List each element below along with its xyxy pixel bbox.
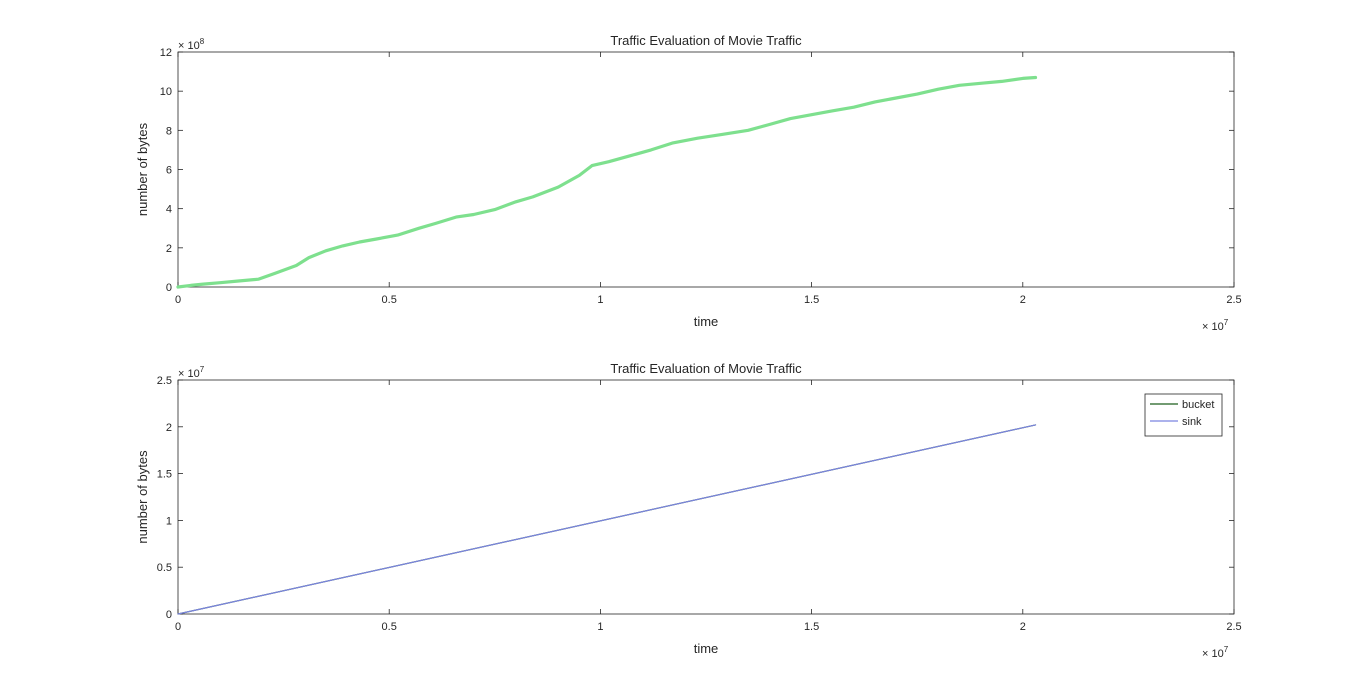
x-tick-label: 1.5 <box>804 621 819 633</box>
y-exponent-label: × 107 <box>178 365 205 380</box>
y-tick-label: 1.5 <box>157 469 172 481</box>
x-exponent-base: × 10 <box>1202 321 1224 333</box>
y-exponent-base: × 10 <box>178 40 200 52</box>
series-line-1 <box>176 75 1038 289</box>
y-exponent-power: 7 <box>200 365 205 374</box>
y-exponent-base: × 10 <box>178 368 200 380</box>
x-axis-label: time <box>694 314 719 329</box>
chart-2: 0 0.5 1 1.5 2 2.5 0 0.5 1 1.5 2 2.5 Traffic Evaluati… <box>135 361 1242 660</box>
y-tick-label: 2 <box>166 422 172 434</box>
y-tick-label: 2.5 <box>157 375 172 387</box>
y-tick-label: 1 <box>166 515 172 527</box>
y-axis-label: number of bytes <box>135 122 150 216</box>
y-tick-label: 0.5 <box>157 562 172 574</box>
x-tick-label: 2 <box>1020 621 1026 633</box>
x-tick-label: 2.5 <box>1226 621 1241 633</box>
y-tick-label: 2 <box>166 243 172 255</box>
legend-label-bucket: bucket <box>1182 399 1214 411</box>
x-tick-label: 2.5 <box>1226 294 1241 306</box>
x-tick-label: 2 <box>1020 294 1026 306</box>
x-tick-label: 0.5 <box>382 621 397 633</box>
x-exponent-power: 7 <box>1224 318 1229 327</box>
x-tick-label: 0 <box>175 621 181 633</box>
x-exponent-label: × 107 <box>1202 318 1229 333</box>
x-tick-label: 0 <box>175 294 181 306</box>
plot-area-frame <box>177 51 1235 288</box>
y-tick-label: 8 <box>166 125 172 137</box>
x-exponent-base: × 10 <box>1202 648 1224 660</box>
y-exponent-label: × 108 <box>178 37 205 52</box>
y-exponent-power: 8 <box>200 37 205 46</box>
x-tick-label: 0.5 <box>382 294 397 306</box>
chart-title: Traffic Evaluation of Movie Traffic <box>610 361 802 376</box>
x-axis-label: time <box>694 641 719 656</box>
chart-1: 0 0.5 1 1.5 2 2.5 0 2 4 6 8 10 12 Traffic Evaluation … <box>135 33 1242 333</box>
legend-label-sink: sink <box>1182 416 1202 428</box>
y-tick-label: 6 <box>166 165 172 177</box>
y-tick-label: 0 <box>166 609 172 621</box>
x-exponent-power: 7 <box>1224 645 1229 654</box>
chart-title: Traffic Evaluation of Movie Traffic <box>610 33 802 48</box>
y-tick-label: 12 <box>160 47 172 59</box>
series-line-sink <box>177 424 1037 615</box>
x-tick-label: 1.5 <box>804 294 819 306</box>
x-exponent-label: × 107 <box>1202 645 1229 660</box>
x-tick-label: 1 <box>597 294 603 306</box>
x-tick-label: 1 <box>597 621 603 633</box>
legend-box <box>1144 393 1223 437</box>
y-tick-label: 0 <box>166 282 172 294</box>
legend: bucket sink <box>1144 393 1223 437</box>
y-axis-label: number of bytes <box>135 450 150 544</box>
y-tick-label: 10 <box>160 86 172 98</box>
y-tick-label: 4 <box>166 204 172 216</box>
